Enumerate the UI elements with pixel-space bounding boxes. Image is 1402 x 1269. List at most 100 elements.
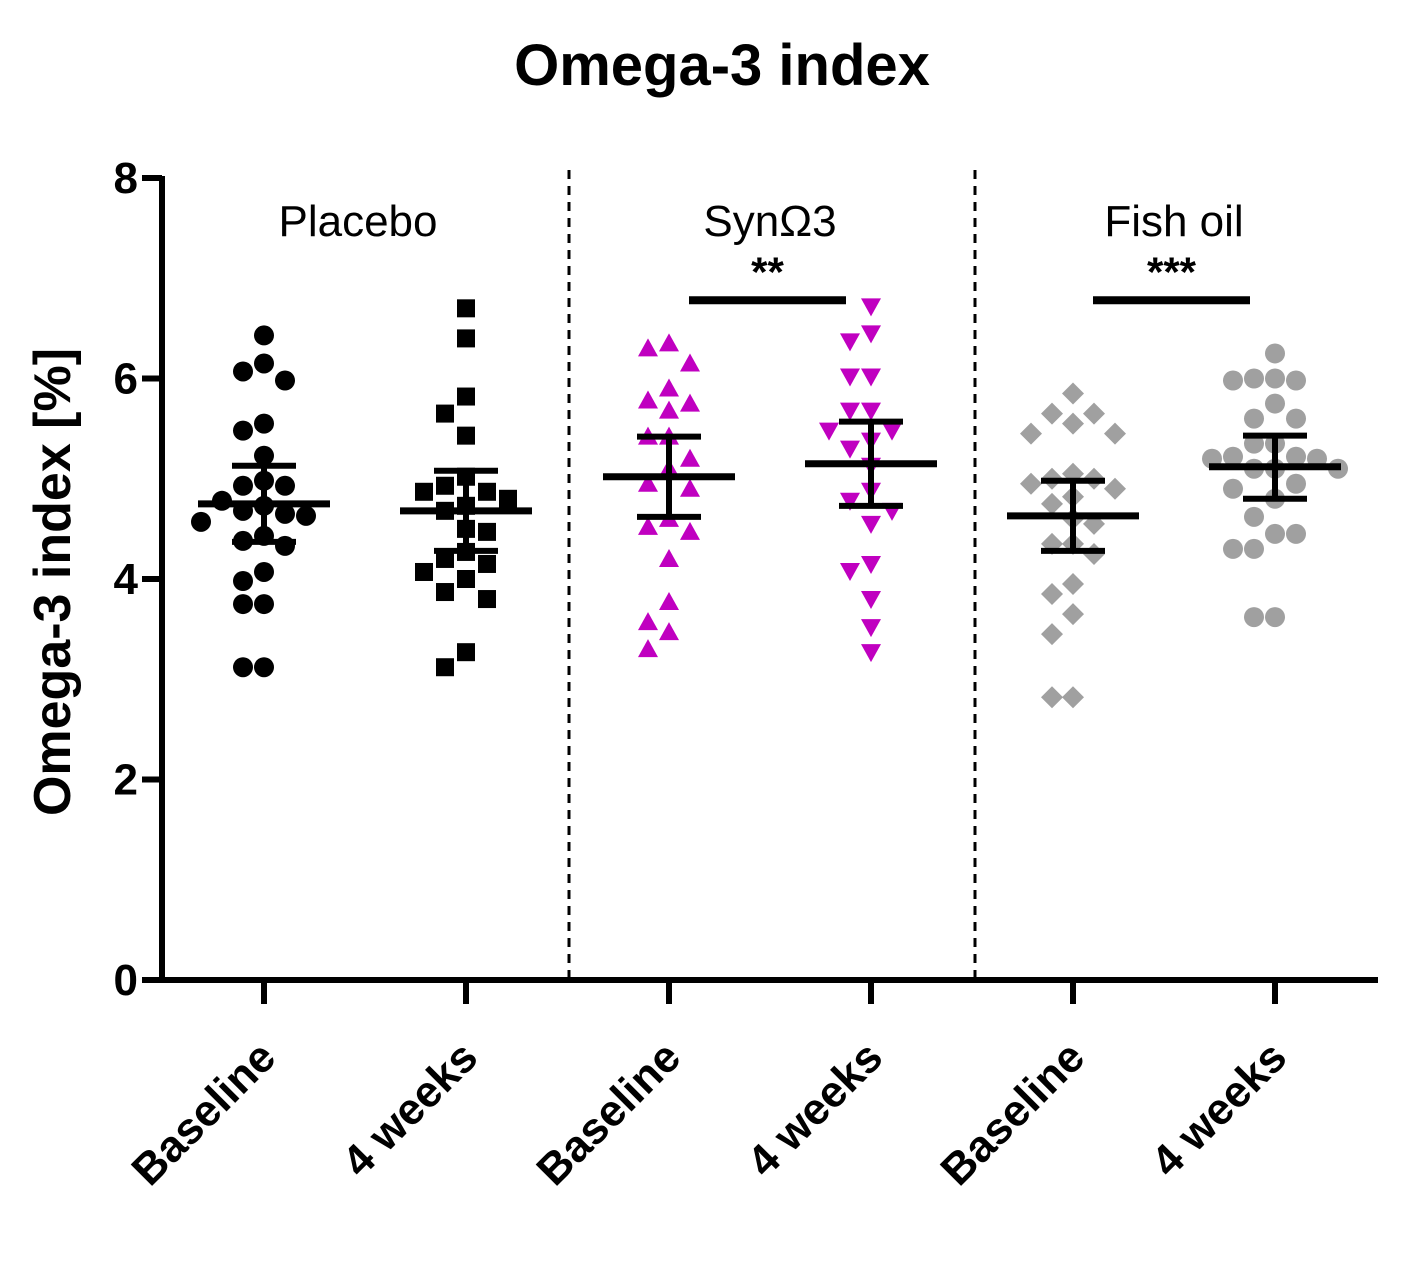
data-point: [638, 612, 658, 631]
data-point: [254, 445, 274, 466]
group-label: SynΩ3: [703, 197, 836, 246]
data-point: [1041, 492, 1063, 515]
data-point: [457, 299, 475, 318]
data-point: [659, 333, 679, 352]
significance-label: ***: [1147, 248, 1197, 295]
data-point: [840, 562, 860, 581]
data-point: [436, 583, 454, 602]
data-point: [1286, 370, 1306, 391]
x-tick-label: Baseline: [122, 1032, 285, 1195]
x-tick-label: Baseline: [931, 1032, 1094, 1195]
data-point: [1265, 368, 1285, 389]
data-point: [1041, 686, 1063, 709]
data-point: [1062, 686, 1084, 709]
data-point: [840, 333, 860, 352]
data-point: [254, 561, 274, 582]
data-point: [275, 370, 295, 391]
data-point: [861, 619, 881, 638]
data-point: [478, 554, 496, 573]
data-point: [1244, 607, 1264, 628]
data-point: [638, 473, 658, 492]
data-point: [457, 570, 475, 588]
data-point: [680, 393, 700, 412]
data-point: [415, 562, 433, 581]
data-point: [1083, 542, 1105, 565]
data-point: [1223, 370, 1243, 391]
data-point: [191, 511, 211, 532]
data-point: [1244, 433, 1264, 454]
data-point: [1062, 412, 1084, 435]
data-point: [1265, 343, 1285, 364]
data-point: [1041, 583, 1063, 606]
data-point: [254, 413, 274, 434]
data-point: [254, 325, 274, 346]
x-tick-label: 4 weeks: [1142, 1032, 1296, 1186]
data-point: [659, 592, 679, 611]
data-point: [819, 422, 839, 441]
data-point: [1286, 446, 1306, 467]
data-point: [436, 476, 454, 495]
data-point: [1244, 506, 1264, 527]
data-point: [680, 478, 700, 497]
data-point: [233, 594, 253, 615]
data-point: [861, 555, 881, 574]
data-point: [478, 482, 496, 501]
data-point: [478, 590, 496, 609]
significance-label: **: [751, 248, 784, 295]
data-point: [861, 591, 881, 610]
data-point: [680, 353, 700, 372]
group-label: Fish oil: [1104, 197, 1243, 246]
data-point: [1244, 408, 1264, 429]
y-tick-label: 2: [114, 756, 138, 805]
x-tick-label: 4 weeks: [333, 1032, 487, 1186]
data-point: [882, 422, 902, 441]
y-tick-label: 4: [114, 555, 139, 604]
data-point: [680, 521, 700, 540]
data-point: [233, 657, 253, 678]
data-point: [233, 475, 253, 496]
data-point: [861, 402, 881, 421]
data-point: [1244, 538, 1264, 559]
data-point: [638, 338, 658, 357]
data-point: [861, 325, 881, 344]
data-point: [1265, 607, 1285, 628]
data-point: [415, 482, 433, 501]
data-point: [840, 492, 860, 511]
y-tick-label: 8: [114, 154, 138, 203]
x-tick-label: Baseline: [527, 1032, 690, 1195]
data-point: [1286, 523, 1306, 544]
data-point: [840, 402, 860, 421]
data-point: [1223, 538, 1243, 559]
y-tick-label: 6: [114, 355, 138, 404]
data-point: [1041, 623, 1063, 646]
data-point: [1062, 382, 1084, 405]
data-point: [680, 448, 700, 467]
data-point: [840, 368, 860, 387]
data-point: [659, 378, 679, 397]
data-point: [1020, 472, 1042, 495]
data-point: [638, 516, 658, 535]
data-point: [861, 368, 881, 387]
data-point: [1062, 603, 1084, 626]
x-tick-label: 4 weeks: [738, 1032, 892, 1186]
data-point: [659, 548, 679, 567]
data-point: [861, 515, 881, 534]
data-point: [1244, 368, 1264, 389]
group-label: Placebo: [278, 197, 437, 246]
data-point: [659, 400, 679, 419]
plot-area: 0 2 4 6 8 Baseline 4 weeks Baseline 4 weeks Basel…: [114, 154, 1378, 1195]
data-point: [861, 644, 881, 663]
data-point: [1083, 402, 1105, 425]
y-tick-label: 0: [114, 956, 138, 1005]
data-point: [861, 298, 881, 317]
data-point: [1104, 477, 1126, 500]
data-point: [457, 329, 475, 348]
data-point: [499, 489, 517, 508]
data-point: [478, 522, 496, 541]
data-point: [436, 549, 454, 568]
data-point: [457, 643, 475, 662]
data-point: [1041, 402, 1063, 425]
data-point: [233, 361, 253, 382]
data-point: [1020, 422, 1042, 445]
